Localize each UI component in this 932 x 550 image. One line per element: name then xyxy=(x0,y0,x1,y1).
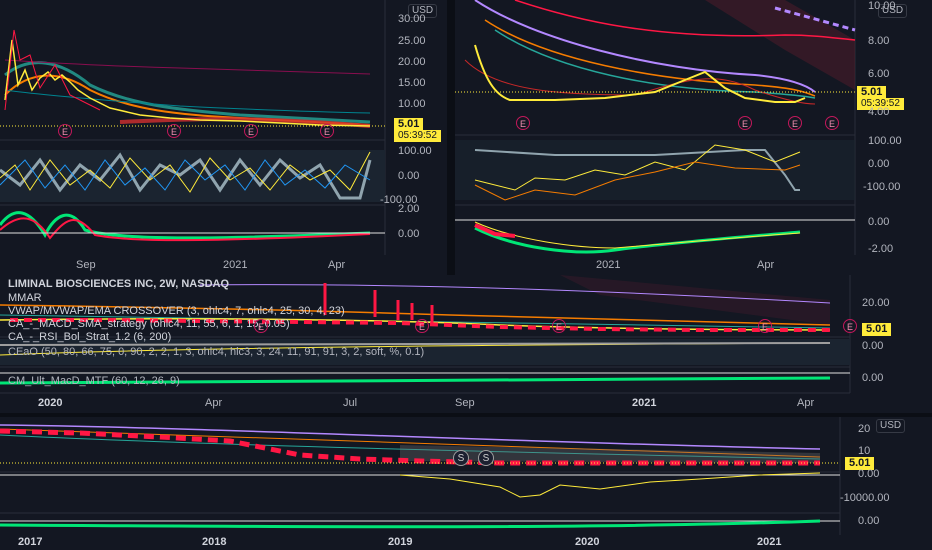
last-price-tag: 5.01 xyxy=(857,86,887,99)
cm-macd-indicator-label[interactable]: CM_Ult_MacD_MTF (60, 12, 26, 9) xyxy=(8,375,180,387)
macd-axis-label: 0.00 xyxy=(398,228,420,240)
cm-axis-label: 0.00 xyxy=(862,372,884,384)
macd-axis-label: 2.00 xyxy=(398,203,420,215)
osc-axis-label: -100.00 xyxy=(863,181,901,193)
split-marker[interactable]: S xyxy=(453,450,469,466)
osc-axis-label: -10000.00 xyxy=(840,492,890,504)
x-axis-label: 2017 xyxy=(18,536,43,548)
bar-countdown: 05:39:52 xyxy=(857,98,904,110)
chart-pane-middle[interactable]: LIMINAL BIOSCIENCES INC, 2W, NASDAQ MMAR… xyxy=(0,275,932,413)
x-axis-label: 2021 xyxy=(757,536,782,548)
bar-countdown: 05:39:52 xyxy=(394,130,441,142)
ceao-indicator-label[interactable]: CEaO (50, 80, 66, 75, 0, 90, 2, 2, 1, 3,… xyxy=(8,346,425,358)
last-price-tag: 5.01 xyxy=(394,118,424,131)
x-axis-label: 2020 xyxy=(38,397,63,409)
chart-pane-top-left[interactable]: USD 30.00 25.00 20.00 15.00 10.00 5.01 0… xyxy=(0,0,447,275)
x-axis-label: Sep xyxy=(76,259,96,271)
pane-divider xyxy=(0,413,932,417)
last-price-tag: 5.01 xyxy=(862,323,892,336)
x-axis-label: 2018 xyxy=(202,536,227,548)
osc-axis-label: 0.00 xyxy=(868,158,890,170)
chart-title: LIMINAL BIOSCIENCES INC, 2W, NASDAQ xyxy=(8,278,230,290)
last-price-tag: 5.01 xyxy=(845,457,875,470)
earnings-marker[interactable]: E xyxy=(825,116,839,130)
price-axis-label: 8.00 xyxy=(868,35,890,47)
earnings-marker[interactable]: E xyxy=(167,124,181,138)
chart-pane-top-right[interactable]: USD 10.00 8.00 6.00 5.01 05:39:52 4.00 1… xyxy=(455,0,932,275)
x-axis-label: 2021 xyxy=(632,397,657,409)
earnings-marker[interactable]: E xyxy=(58,124,72,138)
x-axis-label: 2020 xyxy=(575,536,600,548)
chart-canvas-top-left[interactable] xyxy=(0,0,447,275)
price-axis-label: 10.00 xyxy=(868,0,896,12)
chart-canvas-middle[interactable] xyxy=(0,275,932,413)
chart-pane-bottom[interactable]: USD 20 10 5.01 0.00 -10000.00 0.00 S S 2… xyxy=(0,417,932,550)
price-axis-label: 20.00 xyxy=(862,297,890,309)
x-axis-label: 2021 xyxy=(596,259,621,271)
earnings-marker[interactable]: E xyxy=(843,319,857,333)
x-axis-label: Apr xyxy=(328,259,346,271)
price-axis-label: 25.00 xyxy=(398,35,426,47)
price-axis-label: 6.00 xyxy=(868,68,890,80)
earnings-marker[interactable]: E xyxy=(758,319,772,333)
earnings-marker[interactable]: E xyxy=(552,319,566,333)
price-axis-label: 4.00 xyxy=(868,106,890,118)
earnings-marker[interactable]: E xyxy=(788,116,802,130)
chart-canvas-bottom[interactable] xyxy=(0,417,932,550)
x-axis-label: Apr xyxy=(205,397,223,409)
price-axis-label: 10.00 xyxy=(398,98,426,110)
x-axis-label: 2021 xyxy=(223,259,248,271)
pane-divider xyxy=(447,0,455,275)
x-axis-label: 2019 xyxy=(388,536,413,548)
osc-axis-label: -100.00 xyxy=(380,194,418,206)
macd-axis-label: 0.00 xyxy=(868,216,890,228)
ceao-axis-label: 0.00 xyxy=(862,340,884,352)
macd-axis-label: 0.00 xyxy=(858,515,880,527)
indicator-label[interactable]: VWAP/MVWAP/EMA CROSSOVER (3, ohlc4, 7, o… xyxy=(8,305,345,317)
x-axis-label: Jul xyxy=(343,397,358,409)
osc-axis-label: 100.00 xyxy=(398,145,432,157)
currency-badge: USD xyxy=(408,4,438,18)
chart-canvas-top-right[interactable] xyxy=(455,0,932,275)
price-axis-label: 15.00 xyxy=(398,77,426,89)
currency-badge: USD xyxy=(878,4,908,18)
earnings-marker[interactable]: E xyxy=(320,124,334,138)
earnings-marker[interactable]: E xyxy=(516,116,530,130)
macd-axis-label: -2.00 xyxy=(868,243,894,255)
price-axis-label: 30.00 xyxy=(398,13,426,25)
indicator-label[interactable]: CA_-_RSI_Bol_Strat_1.2 (6, 200) xyxy=(8,331,172,343)
earnings-marker[interactable]: E xyxy=(415,319,429,333)
price-axis-label: 10 xyxy=(858,445,871,457)
currency-badge: USD xyxy=(876,419,906,433)
earnings-marker[interactable]: E xyxy=(244,124,258,138)
price-axis-label: 20 xyxy=(858,423,871,435)
price-axis-label: 20.00 xyxy=(398,56,426,68)
earnings-marker[interactable]: E xyxy=(738,116,752,130)
indicator-label[interactable]: MMAR xyxy=(8,292,42,304)
x-axis-label: Apr xyxy=(757,259,775,271)
indicator-label[interactable]: CA_-_MACD_SMA_strategy (ohlc4, 11, 55, 6… xyxy=(8,318,290,330)
osc-axis-label: 100.00 xyxy=(868,135,902,147)
earnings-marker[interactable]: E xyxy=(254,319,268,333)
x-axis-label: Sep xyxy=(455,397,475,409)
osc-axis-label: 0.00 xyxy=(858,468,880,480)
x-axis-label: Apr xyxy=(797,397,815,409)
osc-axis-label: 0.00 xyxy=(398,170,420,182)
split-marker[interactable]: S xyxy=(478,450,494,466)
